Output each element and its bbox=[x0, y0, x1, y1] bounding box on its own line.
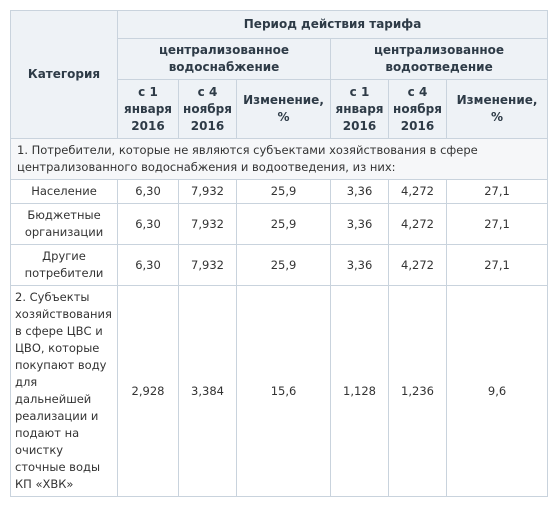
value-cell: 7,932 bbox=[178, 179, 237, 204]
value-cell: 7,932 bbox=[178, 244, 237, 286]
value-cell: 6,30 bbox=[117, 244, 179, 286]
value-cell: 2,928 bbox=[117, 285, 179, 497]
table-row: Население 6,30 7,932 25,9 3,36 4,272 27,1 bbox=[10, 179, 549, 204]
header-row: Категория Период действия тарифа bbox=[10, 10, 549, 139]
table-body: Категория Период действия тарифа централиз… bbox=[9, 10, 549, 497]
table-row: Другие потребители 6,30 7,932 25,9 3,36 4,272… bbox=[10, 244, 549, 286]
value-cell: 6,30 bbox=[117, 179, 179, 204]
header-cell: с 1 января 2016 bbox=[117, 79, 179, 139]
header-cell: централизованное водоснабжение bbox=[117, 38, 331, 80]
tariff-table: Категория Период действия тарифа централиз… bbox=[9, 10, 549, 497]
header-row: централизованное водоснабжение централизо… bbox=[11, 38, 549, 80]
header-cell: централизованное водоотведение bbox=[329, 38, 549, 80]
category-cell: Другие потребители bbox=[10, 244, 118, 286]
value-cell: 4,272 bbox=[388, 244, 447, 286]
value-cell: 4,272 bbox=[388, 179, 447, 204]
table-row: Бюджетные организации 6,30 7,932 25,9 3,36 4,… bbox=[10, 203, 549, 245]
header-cell: Изменение, % bbox=[236, 79, 331, 139]
value-cell: 1,236 bbox=[388, 285, 447, 497]
value-cell: 27,1 bbox=[445, 203, 549, 245]
header-cell: Период действия тарифа bbox=[116, 10, 549, 39]
table-container: Категория Период действия тарифа централиз… bbox=[9, 10, 549, 497]
value-cell: 27,1 bbox=[445, 179, 549, 204]
value-cell: 3,36 bbox=[330, 203, 389, 245]
header-cell: Категория bbox=[10, 10, 118, 139]
table-row: 1. Потребители, которые не являются субъ… bbox=[9, 138, 549, 180]
value-cell: 27,1 bbox=[445, 244, 549, 286]
value-cell: 25,9 bbox=[236, 179, 331, 204]
value-cell: 25,9 bbox=[236, 244, 331, 286]
header-cell: с 4 ноября 2016 bbox=[388, 79, 447, 139]
value-cell: 9,6 bbox=[445, 285, 549, 497]
header-cell: Изменение, % bbox=[445, 79, 549, 139]
value-cell: 25,9 bbox=[236, 203, 331, 245]
table-row: 2. Субъекты хозяйствования в сфере ЦВС и… bbox=[10, 285, 549, 497]
header-row: с 1 января 2016 с 4 ноября 2016 Изменение,… bbox=[11, 79, 549, 139]
value-cell: 3,36 bbox=[330, 244, 389, 286]
section-cell: 1. Потребители, которые не являются субъ… bbox=[9, 138, 549, 180]
value-cell: 1,128 bbox=[330, 285, 389, 497]
value-cell: 3,384 bbox=[178, 285, 237, 497]
header-cell: с 1 января 2016 bbox=[330, 79, 389, 139]
value-cell: 4,272 bbox=[388, 203, 447, 245]
category-cell: Население bbox=[10, 179, 118, 204]
header-cell: с 4 ноября 2016 bbox=[178, 79, 237, 139]
category-cell: Бюджетные организации bbox=[10, 203, 118, 245]
value-cell: 15,6 bbox=[236, 285, 331, 497]
value-cell: 6,30 bbox=[117, 203, 179, 245]
category-cell: 2. Субъекты хозяйствования в сфере ЦВС и… bbox=[10, 285, 118, 497]
value-cell: 3,36 bbox=[330, 179, 389, 204]
value-cell: 7,932 bbox=[178, 203, 237, 245]
